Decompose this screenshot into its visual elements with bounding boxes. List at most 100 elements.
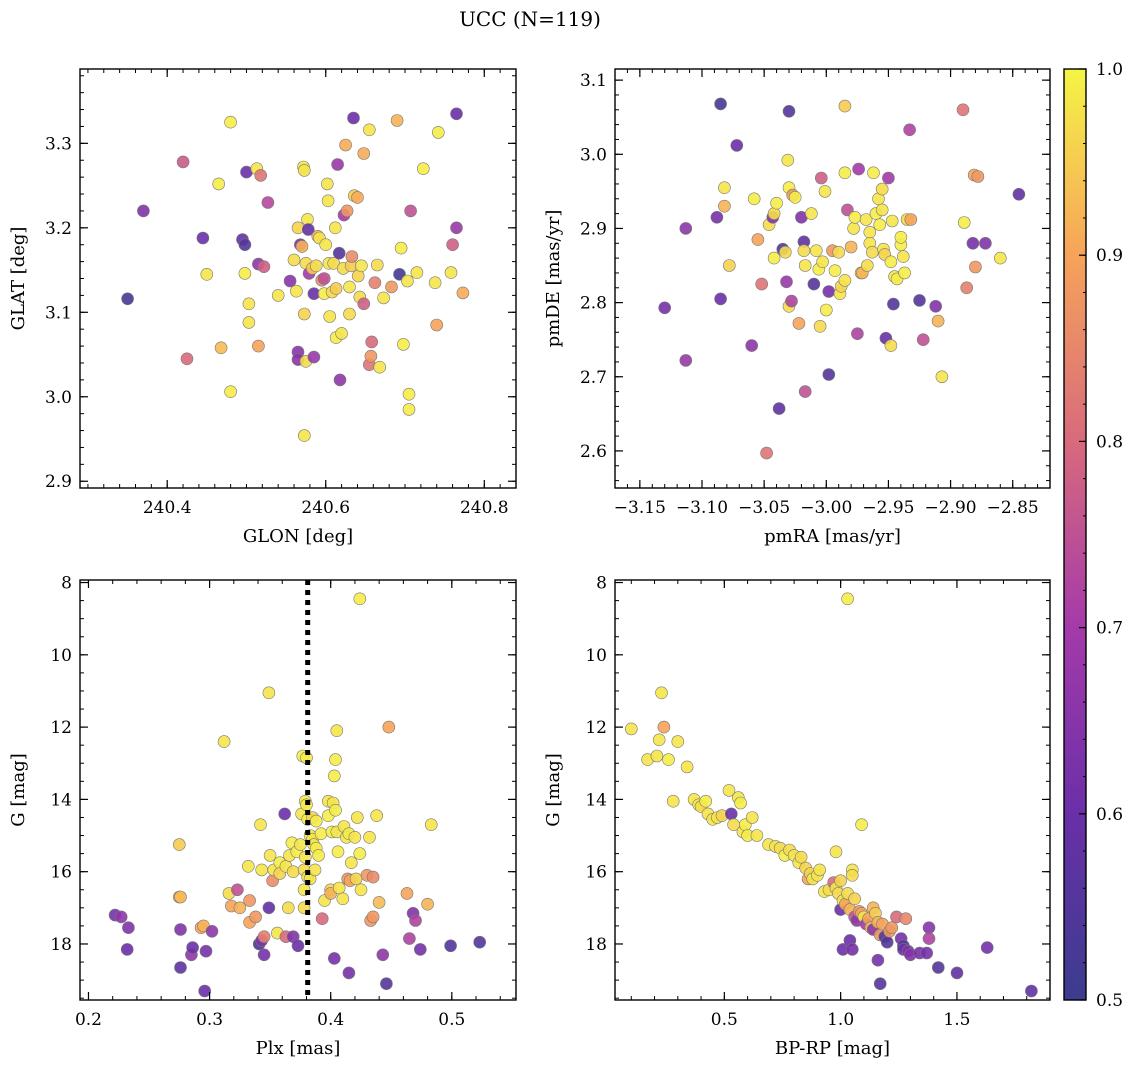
data-point: [336, 892, 350, 906]
data-point: [819, 303, 833, 317]
data-point: [372, 896, 386, 909]
data-point: [174, 923, 187, 936]
y-tick-label: 3.3: [45, 134, 72, 154]
data-point: [349, 872, 363, 886]
data-point: [122, 921, 135, 935]
data-point: [894, 231, 908, 244]
data-point: [370, 258, 384, 272]
data-point: [848, 211, 862, 224]
data-point: [714, 97, 727, 111]
data-point: [297, 307, 311, 321]
data-point: [350, 811, 364, 824]
data-point: [351, 191, 364, 204]
data-point: [1025, 984, 1038, 998]
data-point: [979, 237, 992, 250]
minor-ticks: [615, 580, 1051, 1000]
data-point: [357, 297, 371, 311]
x-axis-label: GLON [deg]: [243, 526, 353, 547]
data-point: [263, 849, 277, 862]
axes-frame: [79, 579, 517, 1001]
data-point: [931, 961, 945, 974]
data-point: [317, 272, 331, 285]
data-point: [845, 868, 859, 882]
data-point: [315, 912, 329, 926]
data-point: [180, 352, 194, 366]
data-point: [278, 807, 292, 821]
data-point: [320, 177, 334, 191]
data-point: [903, 123, 916, 137]
panels: 240.4 240.6 240.8 2.9 3.0 3.1 3.2 3.3 GLON [deg]…: [8, 68, 1051, 1059]
x-tick-label: 0.5: [711, 1010, 738, 1030]
data-point: [780, 275, 793, 289]
y-tick-label: 3.0: [45, 388, 72, 408]
data-point: [431, 126, 445, 139]
data-point: [730, 139, 744, 152]
data-point: [671, 735, 685, 748]
data-point: [362, 123, 376, 137]
data-point: [956, 103, 970, 117]
data-point: [444, 266, 458, 279]
data-point: [174, 890, 187, 904]
data-point: [343, 307, 356, 321]
data-point: [382, 720, 396, 734]
data-point: [402, 403, 416, 416]
y-tick-label: 12: [585, 718, 607, 738]
data-point: [363, 830, 376, 844]
data-point: [294, 838, 307, 851]
data-point: [343, 280, 356, 294]
data-point: [291, 221, 305, 235]
data-point: [871, 953, 885, 967]
y-tick-label: 10: [585, 646, 607, 666]
data-point: [380, 977, 393, 991]
y-tick-label: 8: [61, 574, 72, 594]
colorbar-tick-label: 0.8: [1096, 432, 1123, 452]
x-tick-label: 1.5: [943, 1010, 970, 1030]
x-axis-label: BP-RP [mag]: [775, 1038, 890, 1059]
data-point: [855, 818, 868, 832]
data-point: [286, 865, 300, 879]
data-point: [377, 291, 390, 305]
y-axis-label: pmDE [mas/yr]: [543, 210, 564, 348]
data-point: [354, 883, 368, 897]
data-point: [283, 274, 297, 288]
figure-title: UCC (N=119): [459, 7, 601, 31]
data-point: [319, 238, 333, 251]
y-tick-label: 2.9: [580, 219, 607, 239]
data-point: [751, 233, 765, 246]
data-point: [680, 760, 694, 774]
data-point: [750, 829, 764, 842]
data-point: [353, 592, 367, 606]
data-point: [291, 939, 305, 953]
data-point: [794, 850, 808, 864]
colorbar-frame: [1063, 68, 1087, 1001]
colorbar-tick-label: 1.0: [1096, 60, 1123, 80]
data-point: [231, 883, 244, 897]
data-point: [121, 292, 134, 306]
data-point: [271, 289, 285, 302]
data-point: [828, 264, 842, 278]
data-point: [370, 809, 384, 823]
data-point: [212, 177, 225, 191]
data-point: [450, 107, 463, 121]
data-point: [797, 244, 811, 257]
data-point: [262, 901, 276, 915]
y-tick-label: 2.7: [580, 368, 607, 388]
data-point: [309, 259, 323, 273]
data-point: [734, 796, 747, 810]
data-point: [257, 930, 271, 944]
panel-pm: −3.15 −3.10 −3.05 −3.00 −2.95 −2.90 −2.85 2.6 2.…: [543, 68, 1051, 547]
data-point: [243, 894, 256, 907]
y-tick-label: 3.1: [45, 303, 72, 323]
colorbar-gradient: [1064, 69, 1086, 1000]
data-point: [844, 240, 858, 254]
data-point: [885, 214, 899, 228]
data-point: [308, 863, 322, 877]
y-axis-label: GLAT [deg]: [8, 227, 29, 331]
data-point: [834, 874, 847, 888]
data-point: [312, 849, 325, 862]
data-point: [114, 910, 128, 924]
data-point: [650, 749, 664, 763]
data-point: [922, 921, 936, 935]
data-point: [778, 245, 792, 259]
panel-cmd: 0.5 1.0 1.5 8 10 12 14 16 18 BP-RP [mag] G [mag]: [543, 574, 1051, 1059]
